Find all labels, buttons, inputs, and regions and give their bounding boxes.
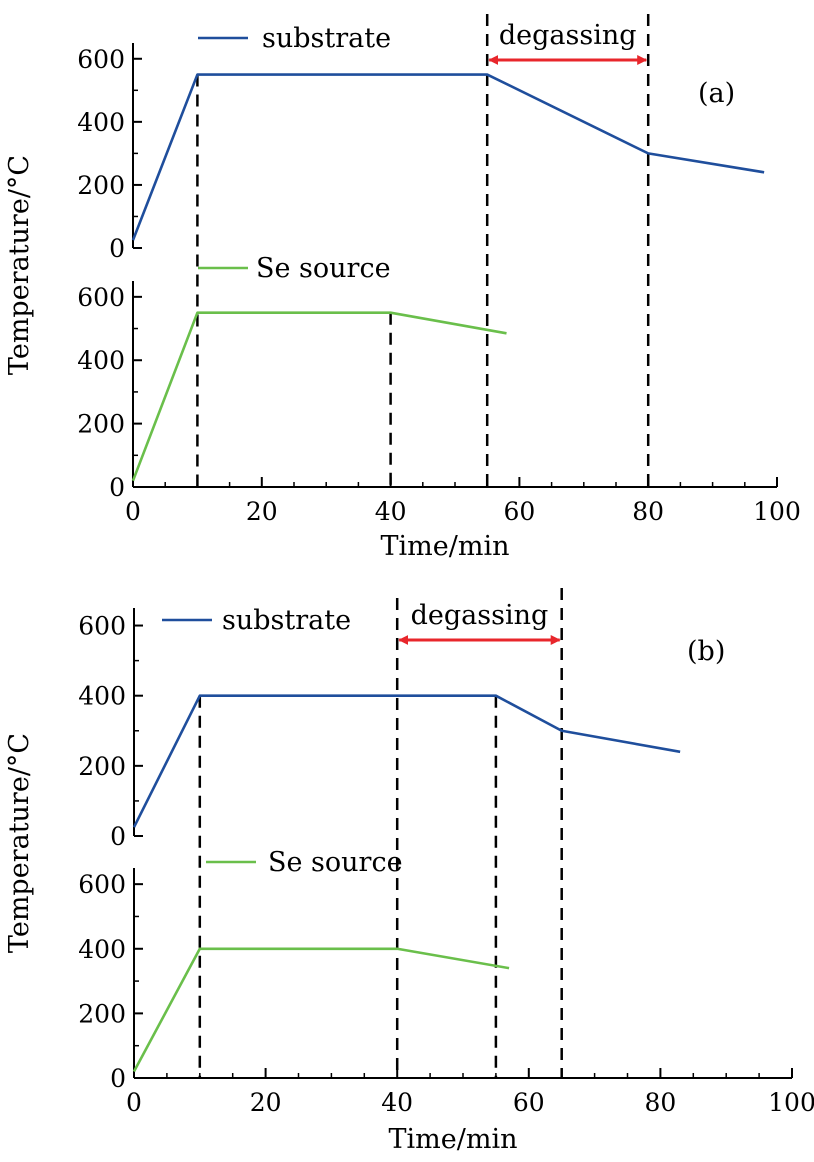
panel-tag: (b) — [687, 636, 725, 667]
y-tick-label: 0 — [110, 1064, 126, 1093]
degassing-label: degassing — [411, 600, 549, 631]
x-tick-label: 20 — [250, 1088, 282, 1117]
x-tick-label: 40 — [381, 1088, 413, 1117]
y-tick-label: 600 — [77, 45, 125, 74]
legend-label-se-source: Se source — [256, 253, 391, 284]
x-tick-label: 60 — [513, 1088, 545, 1117]
se-source-line — [131, 311, 507, 482]
y-tick-label: 200 — [77, 171, 125, 200]
y-tick-label: 200 — [78, 752, 126, 781]
y-tick-label: 0 — [109, 473, 125, 502]
substrate-line — [131, 73, 765, 241]
x-axis-title: Time/min — [389, 1124, 518, 1155]
degassing-label: degassing — [499, 20, 637, 51]
y-axis-title: Temperature/°C — [4, 155, 35, 375]
x-tick-label: 80 — [632, 497, 664, 526]
y-tick-label: 200 — [77, 410, 125, 439]
x-tick-label: 60 — [503, 497, 535, 526]
y-tick-label: 200 — [78, 999, 126, 1028]
y-tick-label: 400 — [78, 935, 126, 964]
y-tick-label: 400 — [77, 108, 125, 137]
y-tick-label: 0 — [110, 822, 126, 851]
y-axis-title: Temperature/°C — [4, 733, 35, 953]
y-tick-label: 600 — [78, 870, 126, 899]
legend-label-se-source: Se source — [268, 847, 403, 878]
y-tick-label: 600 — [77, 283, 125, 312]
panel-a: 0 200 400 600 0 200 400 600 0 20 40 60 80 100 Time/min… — [4, 14, 801, 562]
x-tick-label: 0 — [126, 1088, 142, 1117]
x-tick-label: 40 — [375, 497, 407, 526]
substrate-line — [132, 694, 681, 828]
y-tick-label: 600 — [78, 612, 126, 641]
y-tick-label: 400 — [77, 346, 125, 375]
x-tick-label: 0 — [125, 497, 141, 526]
panel-tag: (a) — [698, 78, 735, 109]
y-tick-label: 0 — [109, 234, 125, 263]
x-axis-title: Time/min — [381, 531, 510, 562]
se-source-line — [132, 947, 510, 1073]
x-tick-label: 80 — [644, 1088, 676, 1117]
x-tick-label: 100 — [753, 497, 801, 526]
panel-b: 0 200 400 600 0 200 400 600 0 20 40 60 80 100 Time/min… — [4, 588, 814, 1155]
y-tick-label: 400 — [78, 682, 126, 711]
legend-label-substrate: substrate — [222, 605, 351, 636]
x-tick-label: 100 — [768, 1088, 814, 1117]
legend-label-substrate: substrate — [262, 23, 391, 54]
x-tick-label: 20 — [246, 497, 278, 526]
